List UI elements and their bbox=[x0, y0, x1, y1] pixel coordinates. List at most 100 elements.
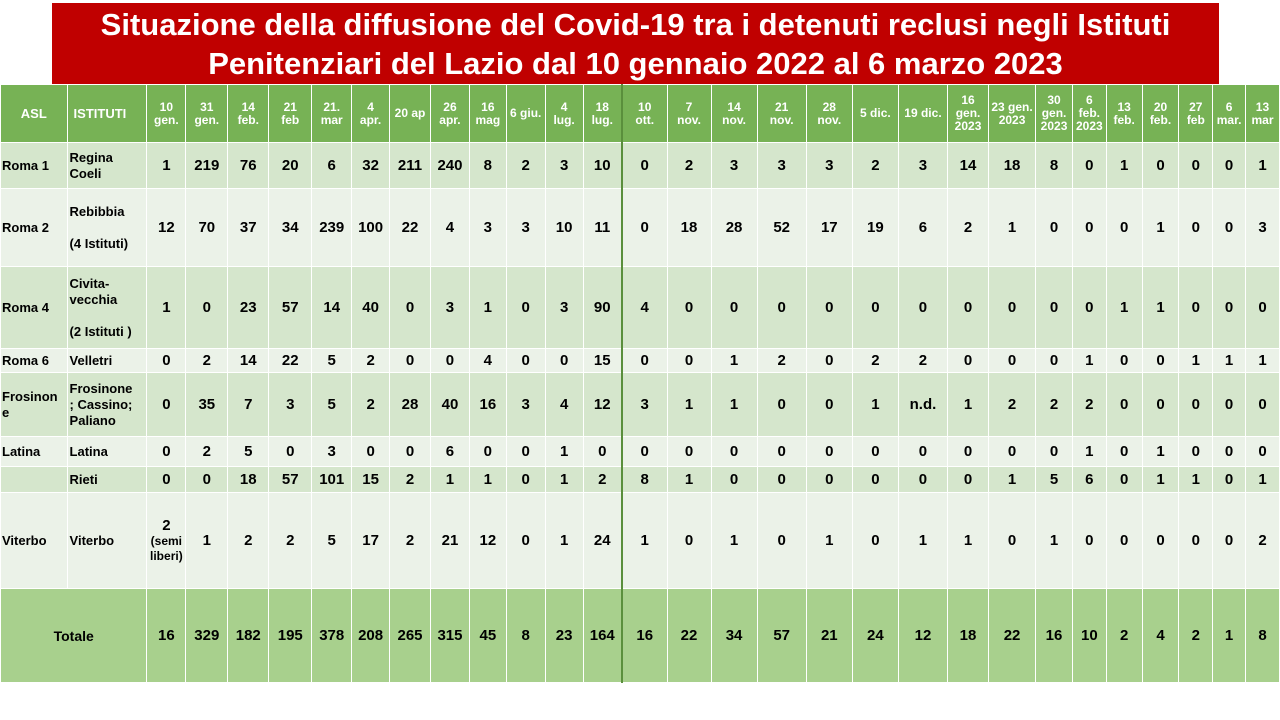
value-cell: 0 bbox=[851, 436, 899, 467]
value-cell: 12 bbox=[468, 492, 507, 589]
value-cell: 100 bbox=[351, 188, 391, 267]
value-cell: 10 bbox=[544, 188, 584, 267]
header-date-line: 14 bbox=[241, 99, 255, 114]
header-date-line: 2023 bbox=[1075, 119, 1103, 133]
istituto-cell: Rieti bbox=[66, 466, 148, 493]
value-cell: 2 bbox=[351, 372, 391, 437]
value-cell: 7 bbox=[227, 372, 270, 437]
value-cell: 18 bbox=[227, 466, 270, 493]
header-date-line: 16 bbox=[961, 93, 975, 107]
value-cell: 0 bbox=[851, 466, 899, 493]
value-cell: 0 bbox=[1212, 142, 1246, 189]
value-cell: 5 bbox=[311, 348, 353, 373]
header-date: 14 feb. bbox=[227, 84, 270, 143]
header-date-line: 6 bbox=[1225, 99, 1233, 114]
header-date: 19 dic. bbox=[897, 84, 949, 143]
value-cell: 18 bbox=[666, 188, 712, 267]
istituto-line: Rebibbia bbox=[69, 203, 125, 219]
value-cell: 0 bbox=[1178, 266, 1214, 349]
header-date-line: 27 bbox=[1189, 99, 1203, 114]
header-date-line: nov. bbox=[769, 112, 794, 127]
value-cell: 6 bbox=[430, 436, 470, 467]
value-cell: 1 bbox=[1244, 466, 1280, 493]
value-cell: 2 bbox=[185, 348, 229, 373]
header-date-line: feb bbox=[281, 112, 300, 127]
value-cell: 3 bbox=[268, 372, 313, 437]
value-cell: 0 bbox=[620, 142, 668, 189]
header-date-line: 4 bbox=[560, 99, 568, 114]
value-cell: 1 bbox=[468, 266, 507, 349]
header-date: 20 feb. bbox=[1141, 84, 1180, 143]
total-value-cell: 265 bbox=[389, 588, 431, 683]
istituto-line bbox=[70, 220, 146, 236]
covid-table: ASL ISTITUTI 10 gen. 31 gen. 14 feb. 21 feb 21. mar… bbox=[0, 84, 1280, 683]
table-header: ASL ISTITUTI 10 gen. 31 gen. 14 feb. 21 feb 21. mar… bbox=[0, 84, 1280, 143]
total-value-cell: 57 bbox=[756, 588, 807, 683]
value-cell: 1 bbox=[146, 142, 187, 189]
asl-cell: Frosinon e bbox=[0, 372, 68, 437]
value-cell: 0 bbox=[1212, 492, 1246, 589]
value-cell: 0 bbox=[389, 348, 431, 373]
istituto-line: Viterbo bbox=[69, 532, 115, 548]
istituto-line: ; Cassino; bbox=[69, 396, 133, 412]
value-cell: 0 bbox=[805, 466, 853, 493]
header-date-line: 18 bbox=[595, 99, 609, 114]
value-cell: 0 bbox=[1212, 436, 1246, 467]
total-value-cell: 24 bbox=[851, 588, 899, 683]
header-date-line: feb. bbox=[1113, 112, 1135, 127]
page-title: Situazione della diffusione del Covid-19… bbox=[52, 3, 1219, 84]
value-cell: 19 bbox=[851, 188, 899, 267]
value-cell: 0 bbox=[1141, 492, 1180, 589]
value-cell: 0 bbox=[1035, 436, 1073, 467]
istituto-cell: Latina bbox=[66, 436, 148, 467]
value-cell: 0 bbox=[1244, 436, 1280, 467]
header-date-line: 7 bbox=[685, 99, 693, 114]
value-cell: 1 bbox=[1212, 348, 1246, 373]
value-cell: 0 bbox=[146, 436, 187, 467]
total-value-cell: 22 bbox=[666, 588, 712, 683]
value-cell: 0 bbox=[1141, 348, 1180, 373]
value-cell: 0 bbox=[1105, 348, 1143, 373]
istituto-line: Velletri bbox=[69, 352, 113, 368]
value-cell: 18 bbox=[987, 142, 1037, 189]
value-cell: 2 bbox=[897, 348, 949, 373]
header-date: 13 mar bbox=[1244, 84, 1280, 143]
value-cell: 2 bbox=[1035, 372, 1073, 437]
value-cell: 0 bbox=[756, 492, 807, 589]
value-cell: 2 bbox=[851, 348, 899, 373]
value-cell: 3 bbox=[544, 266, 584, 349]
value-cell: 1 bbox=[987, 188, 1037, 267]
value-cell: 2 bbox=[227, 492, 270, 589]
value-cell: 0 bbox=[710, 436, 758, 467]
header-date-line: 28 bbox=[822, 99, 836, 114]
value-cell: 0 bbox=[1244, 372, 1280, 437]
header-date: 16 gen. 2023 bbox=[947, 84, 989, 143]
value-cell: 2 bbox=[987, 372, 1037, 437]
value-cell: 0 bbox=[146, 372, 187, 437]
value-cell: 1 bbox=[1071, 436, 1107, 467]
value-cell: 0 bbox=[756, 372, 807, 437]
value-cell: 1 bbox=[1105, 266, 1143, 349]
value-cell: 1 bbox=[468, 466, 507, 493]
total-value-cell: 12 bbox=[897, 588, 949, 683]
header-date: 6 feb. 2023 bbox=[1071, 84, 1107, 143]
value-cell: 1 bbox=[947, 492, 989, 589]
header-date-line: nov. bbox=[677, 112, 701, 127]
table-row: Roma 4 Civita-vecchia (2 Istituti ) 1 0 23 57… bbox=[0, 266, 1280, 349]
value-cell: 16 bbox=[468, 372, 507, 437]
value-cell: 0 bbox=[666, 492, 712, 589]
value-cell: 24 bbox=[582, 492, 623, 589]
istituto-line: (4 Istituti) bbox=[69, 235, 129, 251]
istituto-line: Civita- bbox=[69, 275, 110, 291]
header-date-line: 2023 bbox=[1040, 119, 1068, 133]
value-cell: 0 bbox=[1105, 466, 1143, 493]
header-date-line: 20 bbox=[1153, 99, 1168, 114]
value-cell: 0 bbox=[1071, 492, 1107, 589]
total-value-cell: 16 bbox=[620, 588, 668, 683]
value-cell: 0 bbox=[1071, 266, 1107, 349]
value-cell: 0 bbox=[389, 436, 431, 467]
value-cell: 2 bbox=[947, 188, 989, 267]
value-cell: 0 bbox=[505, 266, 546, 349]
asl-line: e bbox=[2, 404, 10, 420]
value-cell: 70 bbox=[185, 188, 229, 267]
